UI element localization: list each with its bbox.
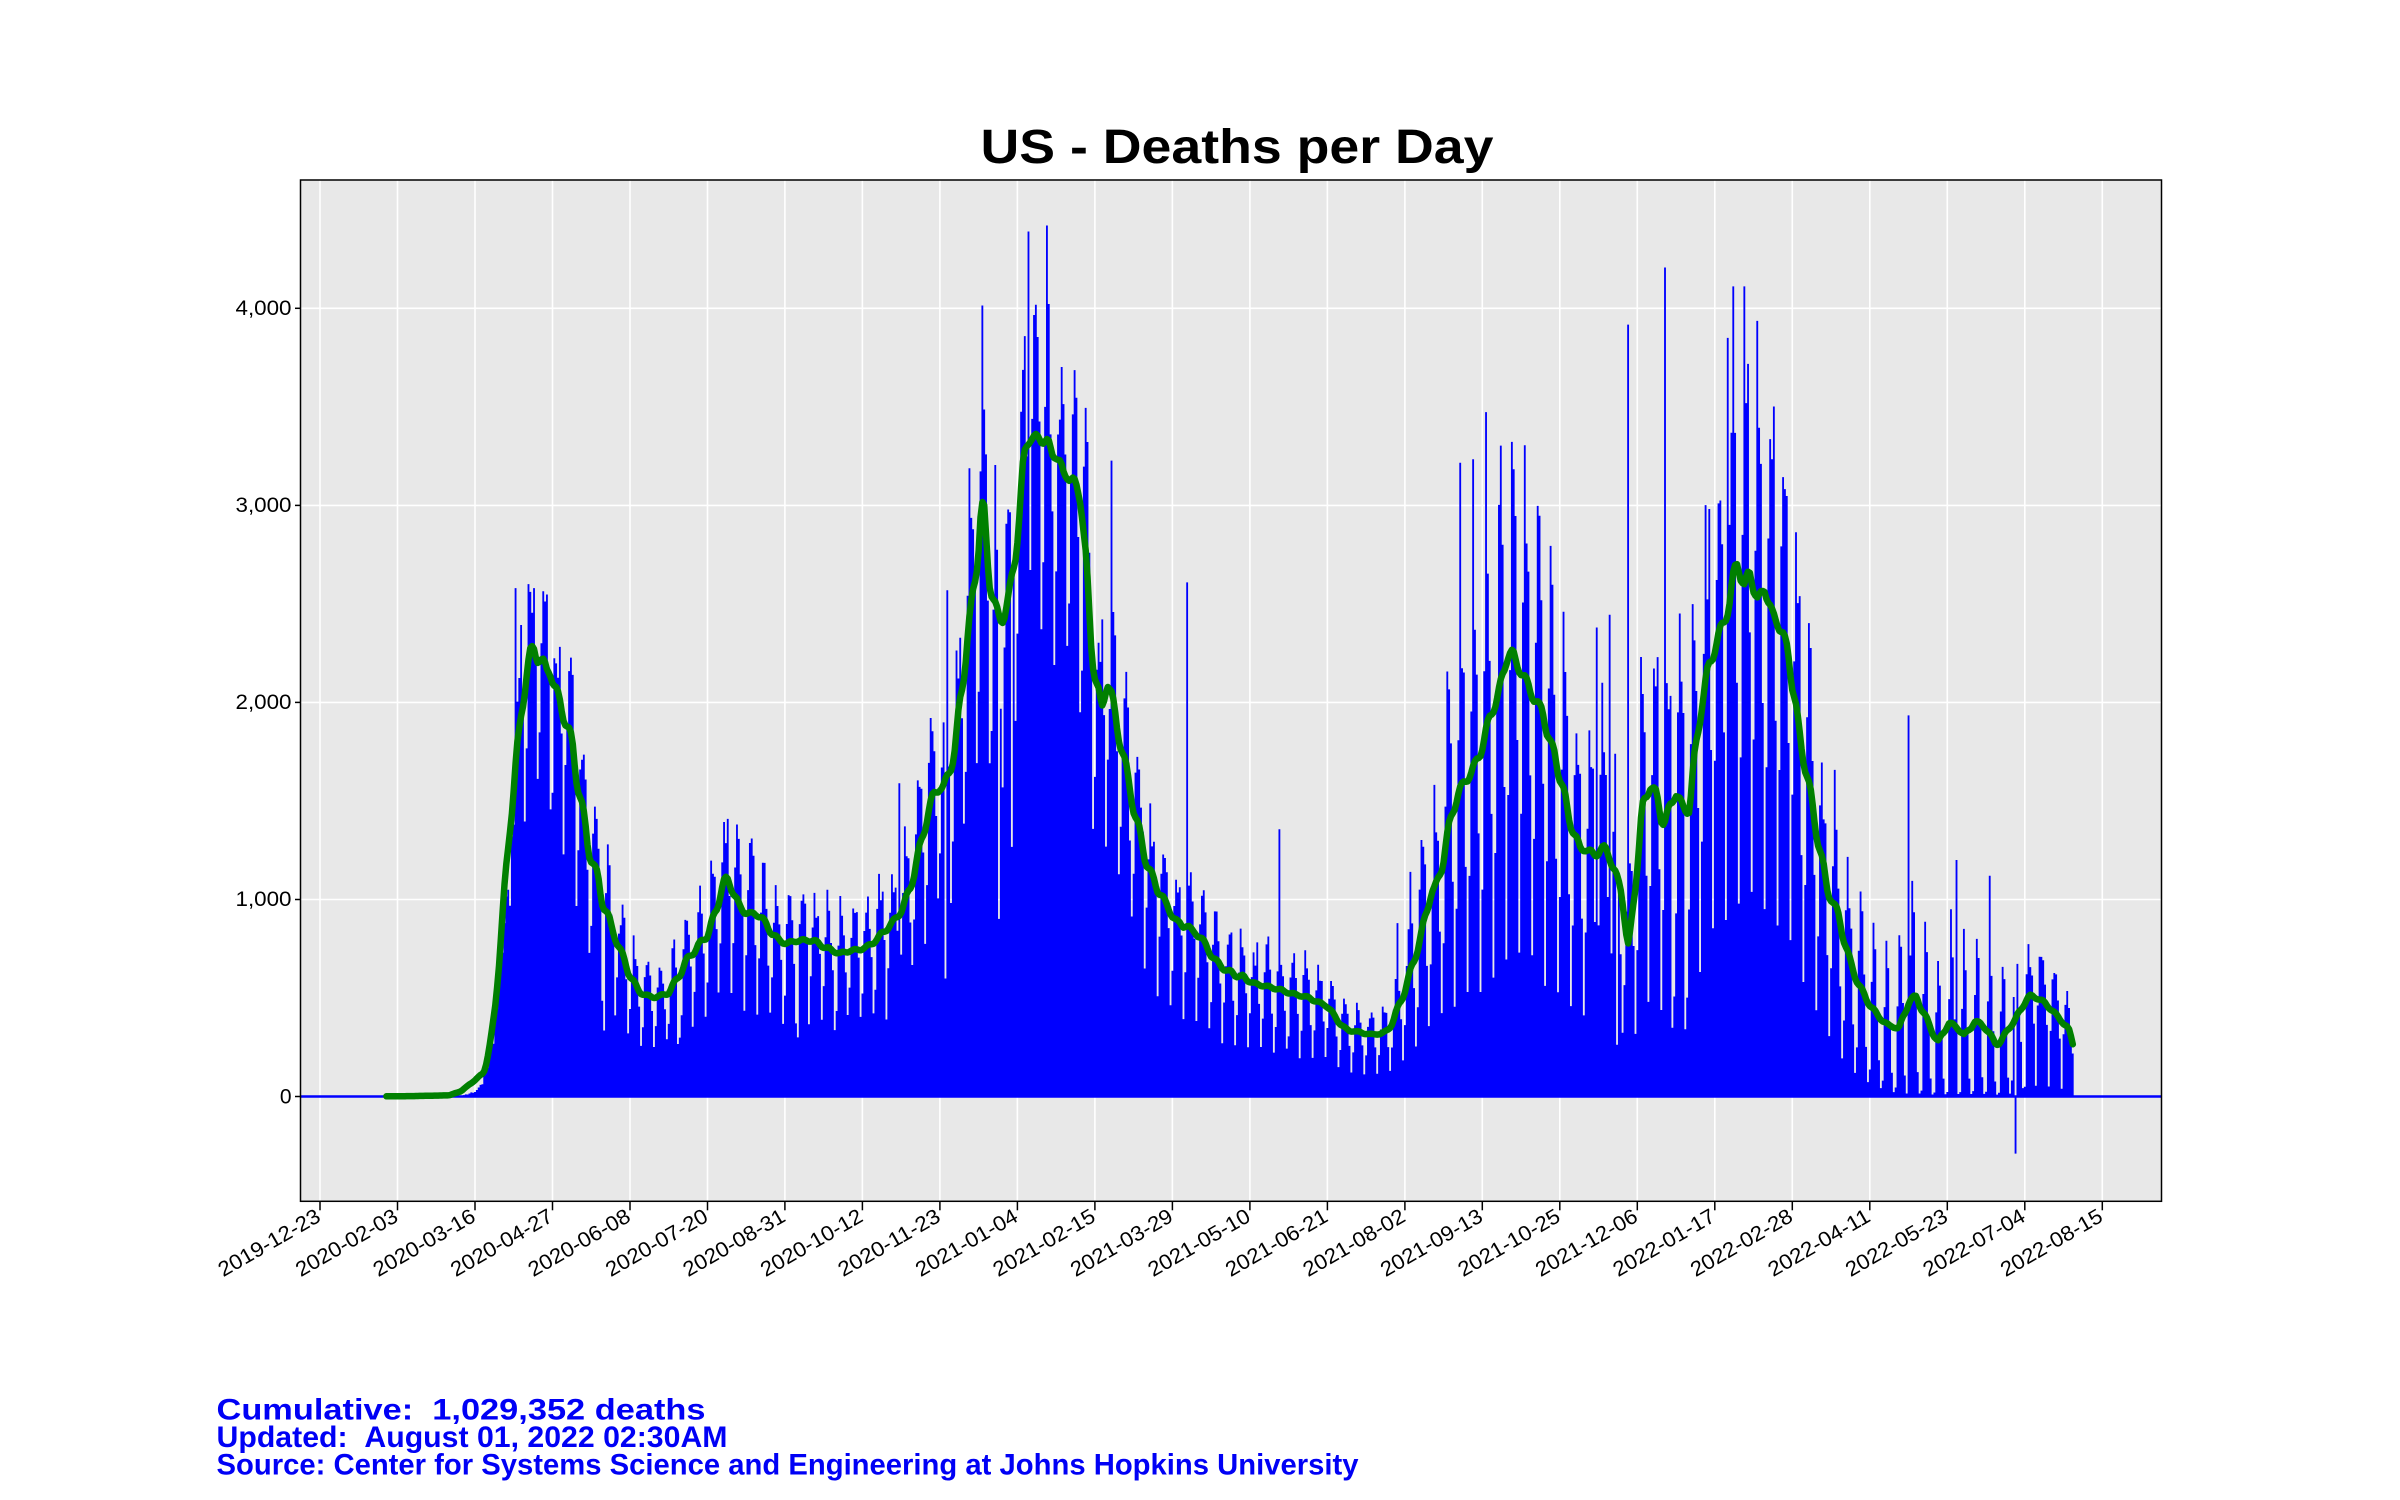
svg-text:Cumulative: 1,029,352 deaths: Cumulative: 1,029,352 deaths: [217, 1394, 706, 1427]
svg-text:4,000: 4,000: [236, 297, 292, 320]
svg-text:US - Deaths per Day: US - Deaths per Day: [981, 120, 1494, 174]
svg-text:2,000: 2,000: [236, 691, 292, 714]
svg-text:Updated: August 01, 2022 02:3: Updated: August 01, 2022 02:30AM: [217, 1421, 728, 1454]
svg-text:1,000: 1,000: [236, 888, 292, 911]
svg-text:3,000: 3,000: [236, 494, 292, 517]
svg-text:0: 0: [280, 1085, 292, 1108]
svg-text:Source: Center for Systems Sci: Source: Center for Systems Science and E…: [217, 1449, 1360, 1482]
